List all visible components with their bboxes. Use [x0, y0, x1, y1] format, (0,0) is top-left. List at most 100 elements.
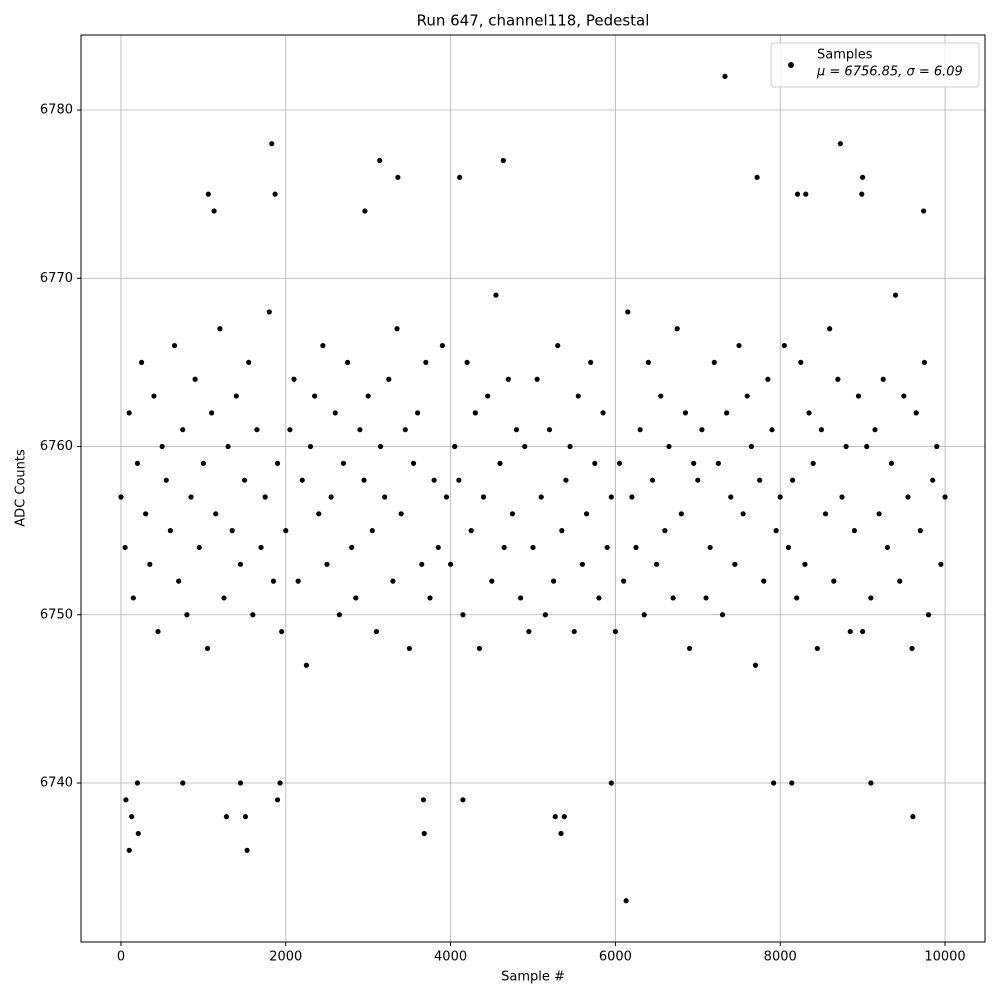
data-point: [818, 427, 825, 433]
data-point: [884, 544, 890, 551]
data-point: [419, 561, 425, 567]
data-point: [837, 141, 843, 147]
data-point: [211, 208, 217, 214]
data-point: [476, 645, 483, 652]
data-point: [715, 460, 722, 466]
data-point: [213, 511, 219, 517]
data-point: [789, 780, 795, 786]
y-tick-label: 6740: [40, 776, 73, 791]
data-point: [608, 494, 614, 500]
data-point: [129, 814, 135, 820]
data-point: [827, 326, 833, 332]
data-point: [320, 342, 326, 349]
data-point: [485, 393, 491, 399]
data-point: [244, 847, 250, 853]
data-point: [925, 612, 932, 618]
data-point: [699, 427, 705, 433]
data-point: [831, 578, 837, 584]
data-point: [724, 410, 730, 416]
data-point: [604, 544, 610, 551]
x-tick-label: 10000: [924, 950, 965, 965]
data-point: [629, 494, 635, 500]
data-point: [394, 326, 400, 332]
data-point: [415, 410, 421, 416]
data-point: [489, 578, 495, 584]
data-point: [452, 443, 458, 450]
data-point: [398, 511, 404, 517]
data-point: [456, 477, 462, 483]
data-point: [501, 544, 507, 551]
data-point: [427, 595, 433, 601]
data-point: [270, 578, 277, 584]
data-point: [558, 830, 564, 837]
data-point: [551, 578, 557, 584]
legend-box: [770, 42, 980, 88]
data-point: [851, 528, 857, 534]
data-point: [942, 494, 948, 500]
data-point: [559, 528, 565, 534]
data-point: [621, 578, 627, 584]
data-point: [905, 494, 911, 500]
data-point: [691, 460, 697, 466]
data-point: [250, 612, 256, 618]
legend-note: μ = 6756.85, σ = 6.09: [816, 65, 963, 80]
data-point: [369, 528, 375, 534]
data-point: [703, 595, 709, 601]
data-point: [744, 393, 750, 399]
data-point: [279, 628, 285, 635]
data-point: [567, 443, 573, 450]
data-point: [420, 797, 426, 803]
data-point: [303, 662, 309, 668]
x-tick-label: 8000: [764, 950, 797, 965]
data-point: [785, 544, 792, 551]
data-point: [283, 528, 289, 534]
data-point: [126, 410, 132, 416]
data-point: [406, 645, 412, 652]
data-point: [777, 494, 783, 500]
data-point: [522, 443, 528, 450]
data-point: [361, 477, 367, 483]
data-point: [254, 427, 260, 433]
data-point: [583, 511, 590, 517]
data-point: [868, 595, 874, 601]
data-point: [336, 612, 342, 618]
data-point: [860, 174, 866, 180]
data-point: [167, 528, 174, 534]
data-point: [123, 797, 129, 803]
data-point: [670, 595, 676, 601]
data-point: [678, 511, 684, 517]
data-point: [390, 578, 396, 584]
data-point: [695, 477, 701, 483]
x-tick-label: 4000: [434, 950, 467, 965]
data-point: [930, 477, 936, 483]
data-point: [761, 578, 767, 584]
data-point: [353, 595, 359, 601]
data-point: [623, 898, 629, 904]
data-point: [382, 494, 388, 500]
data-point: [938, 561, 944, 567]
data-point: [423, 359, 429, 366]
data-point: [600, 410, 606, 416]
data-point: [274, 460, 281, 466]
data-point: [641, 612, 647, 618]
data-point: [917, 528, 923, 534]
data-point: [859, 191, 865, 197]
data-point: [658, 393, 664, 399]
data-point: [542, 612, 548, 618]
data-point: [555, 342, 561, 349]
data-point: [204, 645, 211, 652]
legend-marker: [788, 62, 794, 68]
data-point: [769, 427, 775, 433]
data-point: [666, 443, 672, 450]
data-point: [752, 662, 759, 668]
data-point: [892, 292, 899, 298]
data-point: [880, 376, 886, 382]
data-point: [563, 477, 569, 483]
data-point: [789, 477, 796, 483]
data-point: [771, 780, 777, 786]
data-point: [439, 342, 445, 349]
data-point: [349, 544, 355, 551]
data-point: [316, 511, 322, 517]
